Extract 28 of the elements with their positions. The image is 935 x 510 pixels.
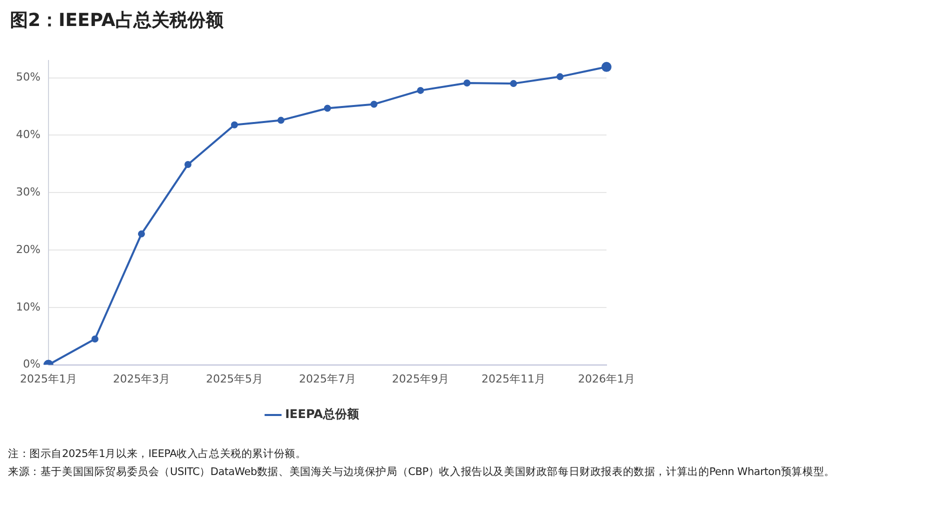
y-tick-label: 20%	[16, 242, 40, 256]
legend-label: IEEPA总份额	[285, 407, 360, 422]
x-tick-label: 2025年5月	[206, 372, 263, 386]
point	[138, 230, 145, 238]
y-tick-label: 50%	[16, 70, 40, 84]
point	[510, 80, 517, 88]
point	[184, 160, 192, 168]
point	[324, 104, 331, 112]
y-tick-label: 40%	[16, 128, 40, 142]
chart-title: 图2：IEEPA占总关税份额	[10, 9, 224, 32]
point	[416, 86, 424, 94]
x-tick-label: 2026年1月	[578, 372, 636, 386]
x-tick-label: 2025年9月	[392, 372, 449, 386]
point	[91, 335, 98, 342]
point	[556, 73, 564, 80]
x-tick-label: 2025年7月	[298, 372, 356, 386]
point	[277, 116, 284, 124]
x-tick-label: 2025年1月	[20, 372, 77, 386]
source-note: 来源：基于美国国际贸易委员会（USITC）DataWeb数据、美国海关与边境保护局（CBP）收入报告以及美国财政部每日财政报表的数据，计算出的Penn Wharton预算模型。	[8, 465, 836, 480]
x-tick-label: 2025年11月	[481, 372, 546, 386]
point	[370, 100, 378, 108]
y-tick-label: 10%	[16, 300, 40, 314]
y-tick-label: 30%	[16, 185, 40, 198]
y-tick-label: 0%	[22, 358, 40, 371]
point	[463, 79, 470, 86]
x-tick-label: 2025年3月	[112, 372, 170, 386]
point	[230, 121, 238, 128]
text: 注：图示自2025年1月以来，IEEPA收入占总关税的累计份额。	[8, 447, 308, 462]
